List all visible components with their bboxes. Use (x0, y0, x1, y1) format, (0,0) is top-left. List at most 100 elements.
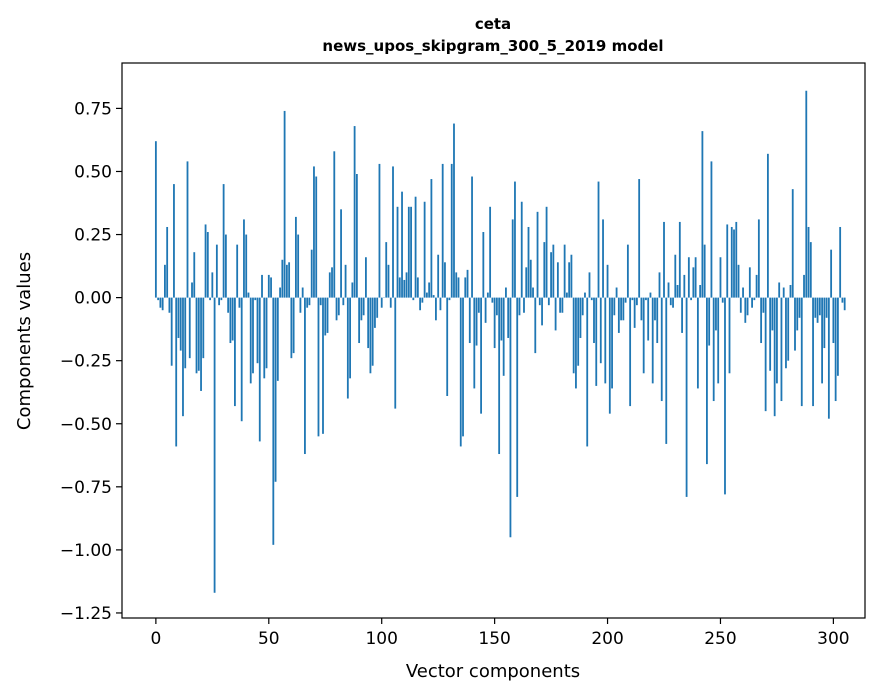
bar-297 (825, 297, 828, 318)
bar-158 (511, 219, 514, 298)
bar-6 (168, 297, 171, 313)
bar-38 (240, 297, 243, 422)
bar-300 (832, 297, 835, 344)
bar-298 (827, 297, 830, 419)
bar-215 (640, 297, 643, 321)
bar-94 (367, 297, 370, 349)
bar-270 (764, 297, 767, 412)
y-tick-label: −1.00 (60, 541, 112, 561)
bar-89 (355, 174, 358, 298)
bar-152 (498, 297, 501, 455)
bar-248 (715, 297, 717, 331)
bar-57 (283, 110, 286, 298)
bar-29 (220, 297, 223, 301)
bar-181 (563, 244, 566, 298)
bar-291 (812, 297, 814, 407)
bar-285 (798, 297, 801, 318)
bar-190 (584, 292, 586, 298)
bar-124 (435, 297, 437, 321)
bar-198 (602, 219, 604, 298)
bar-271 (766, 153, 769, 298)
bar-184 (570, 254, 573, 298)
bar-85 (346, 297, 349, 399)
bar-183 (568, 262, 571, 298)
bar-227 (667, 282, 670, 298)
bar-208 (624, 297, 627, 303)
bar-134 (457, 277, 460, 298)
bar-305 (843, 297, 846, 311)
bar-56 (281, 259, 284, 298)
bar-261 (744, 297, 747, 323)
bar-17 (193, 252, 196, 298)
bar-93 (365, 257, 367, 298)
bar-27 (215, 244, 218, 298)
bar-165 (527, 226, 530, 298)
bar-216 (642, 297, 645, 374)
bar-269 (762, 297, 765, 313)
bar-187 (577, 297, 580, 366)
bar-274 (773, 297, 776, 417)
bar-177 (554, 297, 557, 331)
bar-174 (547, 297, 550, 306)
bar-146 (484, 297, 487, 323)
bar-294 (818, 297, 821, 316)
bar-108 (398, 277, 401, 298)
bar-199 (604, 297, 607, 384)
bar-126 (439, 297, 442, 311)
bar-4 (164, 264, 166, 298)
bar-235 (685, 297, 688, 497)
bar-240 (696, 297, 699, 389)
x-axis-label: Vector components (406, 661, 580, 682)
x-tick-label: 0 (150, 629, 161, 649)
bar-203 (613, 297, 616, 316)
bar-34 (231, 297, 234, 341)
bar-120 (425, 292, 428, 298)
x-tick-label: 50 (258, 629, 280, 649)
bar-195 (595, 297, 598, 386)
bar-97 (374, 297, 376, 328)
bar-7 (170, 297, 173, 366)
bar-266 (755, 274, 758, 298)
bar-193 (590, 297, 593, 301)
bar-166 (529, 259, 532, 298)
bar-229 (672, 297, 674, 308)
bar-295 (821, 297, 823, 384)
bar-180 (561, 297, 564, 313)
bar-54 (276, 297, 279, 381)
bar-79 (333, 151, 336, 298)
bar-83 (342, 297, 345, 306)
bar-153 (500, 297, 503, 341)
bar-95 (369, 297, 372, 374)
bar-202 (611, 297, 613, 389)
bar-129 (446, 297, 449, 396)
bar-256 (733, 229, 735, 298)
bar-214 (638, 179, 641, 298)
y-tick-label: 0.00 (74, 289, 112, 309)
bar-293 (816, 297, 819, 323)
bar-88 (353, 126, 356, 298)
bar-233 (681, 297, 683, 333)
bar-68 (308, 297, 311, 306)
bar-263 (748, 267, 751, 298)
bar-77 (328, 272, 331, 298)
bar-167 (532, 287, 534, 298)
bar-51 (270, 277, 272, 298)
bar-259 (739, 297, 742, 313)
bar-239 (694, 257, 697, 298)
bar-140 (471, 176, 473, 298)
bar-169 (536, 211, 539, 298)
bar-110 (403, 279, 406, 298)
y-tick-label: 0.25 (74, 226, 112, 246)
bars-group (154, 90, 846, 593)
bar-145 (482, 232, 485, 298)
bar-25 (211, 272, 214, 298)
bar-9 (175, 297, 178, 447)
bar-28 (218, 297, 221, 306)
bar-238 (692, 267, 695, 298)
bar-107 (396, 206, 399, 298)
bar-236 (687, 257, 690, 298)
bar-11 (179, 297, 182, 351)
bar-262 (746, 297, 749, 316)
bar-15 (188, 297, 191, 359)
bar-72 (317, 297, 320, 437)
